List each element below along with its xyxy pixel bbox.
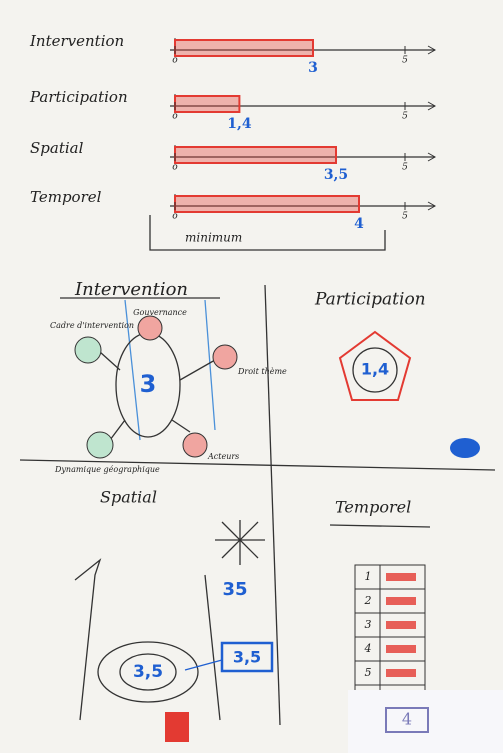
pentagon: [338, 330, 412, 401]
row-label: 2: [364, 594, 372, 607]
node-label: Dynamique géographique: [54, 465, 160, 474]
node: [212, 344, 238, 370]
row-marker: [386, 645, 416, 653]
axis-arrow: [427, 152, 437, 162]
value-label: 4: [354, 216, 364, 232]
axis-arrow: [427, 45, 437, 55]
value-label: 3,5: [324, 167, 348, 183]
node-label: Cadre d'intervention: [50, 321, 134, 330]
tick-label: o: [172, 112, 178, 122]
panel-title: Intervention: [74, 279, 188, 300]
tick-label: o: [172, 163, 178, 173]
blob: [165, 712, 189, 742]
axis-arrow: [427, 201, 437, 211]
category-label: Participation: [29, 88, 128, 106]
compass-value: 35: [222, 579, 247, 600]
node-label: Droit thème: [237, 367, 287, 376]
row-label: 4: [364, 642, 372, 655]
value-box: [220, 641, 274, 673]
axis-arrow: [427, 101, 437, 111]
spokes: [99, 327, 216, 441]
ring: [352, 347, 398, 393]
center-value: 3: [140, 370, 157, 398]
node-label: Acteurs: [207, 452, 239, 461]
row-label: 1: [365, 570, 372, 583]
guide: [124, 299, 216, 441]
panel-title: Participation: [314, 290, 426, 310]
corner-value: 4: [402, 710, 412, 729]
corner-panel: [348, 690, 503, 753]
panel-title: Temporel: [335, 498, 411, 517]
row-marker: [386, 597, 416, 605]
bar: [174, 146, 337, 164]
ring: [97, 641, 199, 703]
category-label: Spatial: [30, 139, 84, 157]
row-marker: [386, 669, 416, 677]
tick-label: 5: [402, 163, 408, 173]
bar: [174, 39, 314, 57]
compass: [215, 520, 265, 565]
node: [137, 315, 163, 341]
bar: [174, 95, 241, 113]
node: [74, 336, 102, 364]
outline: [74, 558, 221, 721]
tick-label: 5: [402, 112, 408, 122]
tick-label: o: [172, 212, 178, 222]
tick-label: 5: [402, 56, 408, 66]
center-value: 3,5: [133, 662, 163, 682]
bar: [174, 195, 360, 213]
panel-title: Spatial: [100, 488, 157, 507]
node: [86, 431, 114, 459]
row-label: 5: [365, 666, 372, 679]
ring: [119, 653, 177, 691]
bracket-label: minimum: [185, 231, 242, 245]
box-value: 3,5: [233, 648, 261, 667]
divider: [264, 284, 281, 726]
center-value: 1,4: [361, 360, 389, 379]
row-marker: [386, 621, 416, 629]
row-marker: [386, 573, 416, 581]
category-label: Temporel: [30, 188, 102, 206]
bracket: [149, 215, 386, 251]
corner-box: [385, 707, 429, 733]
value-label: 3: [308, 60, 318, 76]
tick-label: 5: [402, 212, 408, 222]
underline: [329, 524, 431, 528]
connector: [184, 659, 223, 671]
value-label: 1,4: [227, 116, 252, 132]
node-label: Gouvernance: [133, 308, 187, 317]
row-label: 3: [365, 618, 372, 631]
blob: [450, 438, 480, 458]
divider: [19, 459, 496, 471]
tick-label: o: [172, 56, 178, 66]
category-label: Intervention: [29, 32, 124, 50]
node: [182, 432, 208, 458]
